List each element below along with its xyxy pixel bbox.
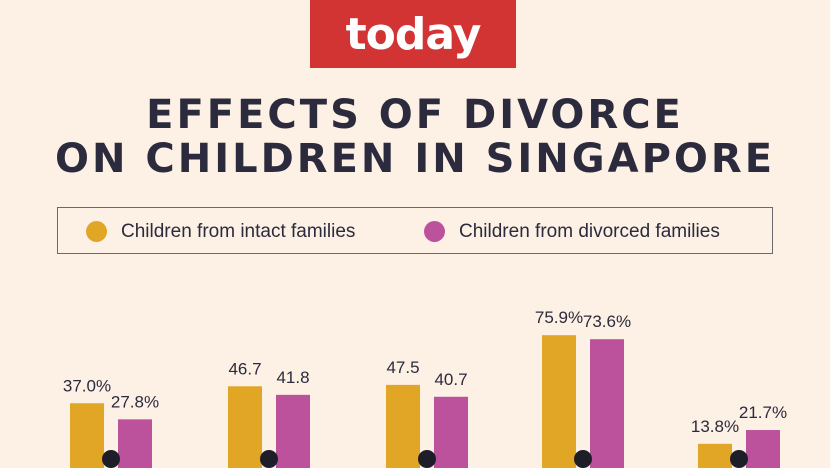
data-label-divorced-5: 21.7% — [739, 403, 787, 422]
category-icon-3 — [418, 450, 436, 468]
bar-intact-5 — [698, 443, 732, 468]
bar-intact-2 — [228, 386, 262, 468]
today-logo: today — [310, 0, 516, 68]
chart-title-line2: ON CHILDREN IN SINGAPORE — [54, 136, 776, 182]
legend-swatch-divorced — [424, 221, 445, 242]
category-icon-5 — [730, 450, 748, 468]
legend-swatch-intact — [86, 221, 107, 242]
category-icon-1 — [102, 450, 120, 468]
bar-divorced-3 — [434, 396, 468, 468]
bar-intact-4 — [542, 335, 576, 468]
legend-label-divorced: Children from divorced families — [459, 220, 720, 242]
bar-divorced-2 — [276, 394, 310, 468]
data-label-intact-2: 46.7 — [228, 359, 261, 378]
bar-intact-1 — [70, 403, 104, 468]
category-icon-4 — [574, 450, 592, 468]
legend: Children from intact families Children f… — [57, 207, 773, 254]
bar-divorced-4 — [590, 339, 624, 468]
bar-divorced-1 — [118, 419, 152, 468]
data-label-intact-5: 13.8% — [691, 417, 739, 436]
data-label-divorced-1: 27.8% — [111, 392, 159, 411]
data-label-divorced-3: 40.7 — [434, 370, 467, 389]
legend-item-divorced: Children from divorced families — [424, 208, 720, 255]
category-icon-2 — [260, 450, 278, 468]
data-label-divorced-4: 73.6% — [583, 312, 631, 331]
chart-title-line1: EFFECTS OF DIVORCE — [146, 92, 684, 138]
legend-label-intact: Children from intact families — [121, 220, 356, 242]
bar-divorced-5 — [746, 430, 780, 468]
data-label-intact-1: 37.0% — [63, 376, 111, 395]
data-label-intact-4: 75.9% — [535, 308, 583, 327]
data-label-intact-3: 47.5 — [386, 358, 419, 377]
legend-item-intact: Children from intact families — [86, 208, 355, 255]
data-label-divorced-2: 41.8 — [276, 368, 309, 387]
bar-intact-3 — [386, 384, 420, 468]
